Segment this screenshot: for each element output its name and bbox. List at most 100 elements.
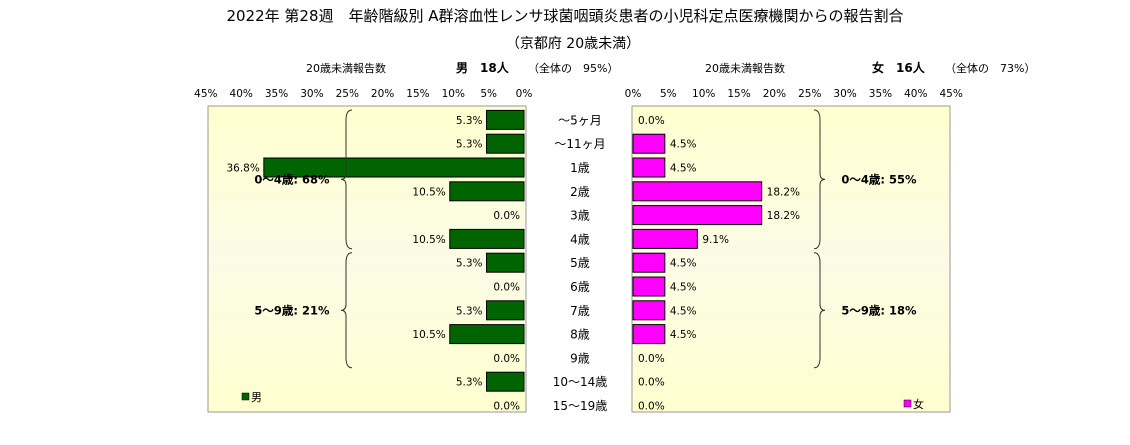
male-group-label: 5～9歳: 21% xyxy=(254,303,330,317)
female-axis-tick-label: 15% xyxy=(727,88,750,100)
female-header: 女 16人 xyxy=(872,60,926,75)
male-bar xyxy=(449,181,525,202)
chart-title: 2022年 第28週 年齢階級別 A群溶血性レンサ球菌咽頭炎患者の小児科定点医療… xyxy=(226,7,903,25)
female-data-label: 18.2% xyxy=(767,210,800,222)
male-axis-tick-label: 30% xyxy=(300,88,323,100)
category-label: 6歳 xyxy=(570,280,590,294)
male-data-label: 0.0% xyxy=(493,282,520,294)
male-bar xyxy=(263,157,525,178)
male-bar xyxy=(449,324,525,345)
male-data-label: 10.5% xyxy=(412,329,445,341)
male-axis-tick-label: 45% xyxy=(194,88,217,100)
female-bar xyxy=(632,133,666,154)
female-data-label: 4.5% xyxy=(670,282,697,294)
female-legend-label: 女 xyxy=(913,397,924,411)
female-axis-tick-label: 40% xyxy=(904,88,927,100)
male-axis-tick-label: 25% xyxy=(336,88,359,100)
male-data-label: 5.3% xyxy=(456,305,483,317)
male-group-brace xyxy=(340,252,353,369)
male-axis-tick-label: 10% xyxy=(442,88,465,100)
male-bar xyxy=(449,228,525,249)
category-label: 5歳 xyxy=(570,256,590,270)
female-data-label: 0.0% xyxy=(638,353,665,365)
female-panel-caption: 20歳未満報告数 xyxy=(705,62,785,75)
female-data-label: 18.2% xyxy=(767,186,800,198)
category-label: 3歳 xyxy=(570,209,590,223)
female-bar xyxy=(632,300,666,321)
female-data-label: 4.5% xyxy=(670,163,697,175)
female-axis-tick-label: 35% xyxy=(869,88,892,100)
male-data-label: 5.3% xyxy=(456,258,483,270)
female-group-brace xyxy=(813,252,826,369)
category-label: 10～14歳 xyxy=(553,375,608,389)
category-label: ～11ヶ月 xyxy=(554,137,605,151)
female-plot-area xyxy=(631,105,951,413)
category-label: 1歳 xyxy=(570,161,590,175)
female-header-note: （全体の 73%） xyxy=(945,61,1035,75)
male-axis-tick-label: 0% xyxy=(516,88,533,100)
category-label: 7歳 xyxy=(570,304,590,318)
male-legend-label: 男 xyxy=(251,391,262,404)
female-data-label: 0.0% xyxy=(638,377,665,389)
male-axis-tick-label: 15% xyxy=(406,88,429,100)
female-bar xyxy=(632,324,666,345)
male-axis-tick-label: 20% xyxy=(371,88,394,100)
female-axis-tick-label: 20% xyxy=(763,88,786,100)
female-data-label: 9.1% xyxy=(702,234,729,246)
male-data-label: 0.0% xyxy=(493,401,520,413)
female-data-label: 0.0% xyxy=(638,401,665,413)
female-data-label: 4.5% xyxy=(670,139,697,151)
female-data-label: 0.0% xyxy=(638,115,665,127)
category-label: ～5ヶ月 xyxy=(558,113,602,127)
male-data-label: 36.8% xyxy=(226,163,259,175)
female-data-label: 4.5% xyxy=(670,305,697,317)
female-axis-tick-label: 30% xyxy=(833,88,856,100)
male-data-label: 5.3% xyxy=(456,377,483,389)
female-group-label: 0～4歳: 55% xyxy=(841,172,917,186)
male-axis-tick-label: 40% xyxy=(230,88,253,100)
female-bar xyxy=(632,276,666,297)
male-data-label: 0.0% xyxy=(493,210,520,222)
category-label: 15～19歳 xyxy=(553,399,608,413)
category-label: 4歳 xyxy=(570,232,590,246)
male-bar xyxy=(486,371,525,392)
female-axis-tick-label: 25% xyxy=(798,88,821,100)
female-data-label: 4.5% xyxy=(670,329,697,341)
category-label: 9歳 xyxy=(570,351,590,365)
chart-subtitle: （京都府 20歳未満） xyxy=(506,36,640,52)
female-bar xyxy=(632,181,763,202)
category-label: 2歳 xyxy=(570,185,590,199)
female-bar xyxy=(632,252,666,273)
category-label: 8歳 xyxy=(570,328,590,342)
male-group-brace xyxy=(340,109,353,250)
male-legend-swatch xyxy=(241,392,250,401)
male-data-label: 10.5% xyxy=(412,186,445,198)
male-plot-area xyxy=(207,105,527,413)
male-panel-caption: 20歳未満報告数 xyxy=(306,62,386,75)
male-group-label: 0～4歳: 68% xyxy=(254,172,330,186)
female-axis-tick-label: 5% xyxy=(660,88,677,100)
female-data-label: 4.5% xyxy=(670,258,697,270)
male-bar xyxy=(486,252,525,273)
female-axis-tick-label: 0% xyxy=(625,88,642,100)
male-bar xyxy=(486,133,525,154)
male-bar xyxy=(486,109,525,130)
male-axis-tick-label: 5% xyxy=(480,88,497,100)
male-axis-tick-label: 35% xyxy=(265,88,288,100)
female-group-label: 5～9歳: 18% xyxy=(841,303,917,317)
female-legend-swatch xyxy=(903,399,912,408)
female-bar xyxy=(632,205,763,226)
female-group-brace xyxy=(813,109,826,250)
male-header: 男 18人 xyxy=(456,60,510,75)
male-bar xyxy=(486,300,525,321)
male-data-label: 0.0% xyxy=(493,353,520,365)
male-data-label: 5.3% xyxy=(456,115,483,127)
male-header-note: （全体の 95%） xyxy=(528,61,618,75)
female-axis-tick-label: 10% xyxy=(692,88,715,100)
male-data-label: 10.5% xyxy=(412,234,445,246)
female-bar xyxy=(632,228,698,249)
female-bar xyxy=(632,157,666,178)
female-axis-tick-label: 45% xyxy=(939,88,962,100)
male-data-label: 5.3% xyxy=(456,139,483,151)
